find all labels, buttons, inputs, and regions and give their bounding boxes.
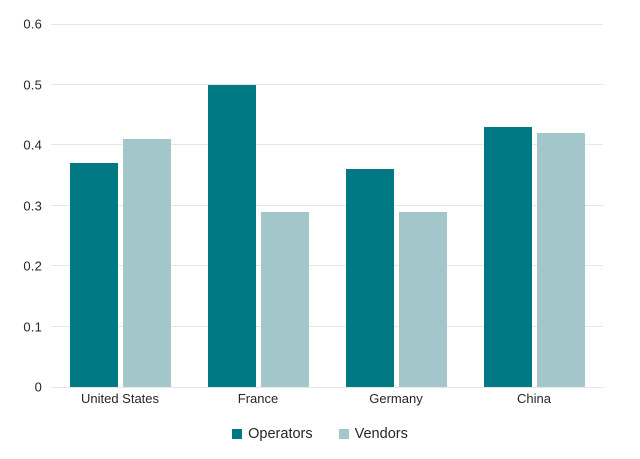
y-axis-tick-label: 0.5 xyxy=(23,77,42,92)
plot-area xyxy=(51,23,603,388)
gridline xyxy=(51,265,603,267)
bar-group-united-states xyxy=(51,24,189,387)
legend-label: Operators xyxy=(248,426,313,442)
bar-groups xyxy=(51,24,603,387)
y-axis-tick-label: 0 xyxy=(34,379,42,395)
legend-item-vendors: Vendors xyxy=(338,426,408,442)
x-axis-category-label: United States xyxy=(80,391,160,406)
bar-vendors-france xyxy=(260,211,309,387)
bar-operators-china xyxy=(483,126,532,387)
bar-operators-united-states xyxy=(69,163,118,387)
legend-swatch-icon xyxy=(232,429,243,439)
bar-vendors-united-states xyxy=(122,138,171,387)
y-axis-tick-label: 0.6 xyxy=(23,16,42,32)
bar-group-china xyxy=(465,24,603,387)
y-axis-tick-label: 0.2 xyxy=(23,258,42,274)
bar-group-germany xyxy=(327,24,465,387)
x-axis-category-label: China xyxy=(517,391,551,406)
gridline xyxy=(51,205,603,206)
gridline xyxy=(51,326,603,327)
bar-operators-france xyxy=(207,84,256,387)
bar-group-france xyxy=(189,24,327,387)
legend-swatch-icon xyxy=(338,429,349,439)
x-axis-category-label: France xyxy=(237,391,279,406)
legend: Operators Vendors xyxy=(0,426,640,442)
bar-vendors-china xyxy=(536,132,585,387)
y-axis-tick-label: 0.4 xyxy=(23,137,42,153)
y-axis-tick-label: 0.3 xyxy=(23,198,42,213)
y-axis: 0 0.1 0.2 0.3 0.4 0.5 0.6 xyxy=(0,17,42,395)
gridline xyxy=(51,386,603,388)
x-axis: United States France Germany China xyxy=(51,391,603,406)
legend-item-operators: Operators xyxy=(232,426,313,442)
x-axis-category-label: Germany xyxy=(369,391,423,406)
y-axis-tick-label: 0.1 xyxy=(23,319,42,334)
gridline xyxy=(51,23,603,25)
bar-operators-germany xyxy=(345,169,394,387)
bar-vendors-germany xyxy=(398,211,447,387)
gridline xyxy=(51,144,603,146)
legend-label: Vendors xyxy=(354,426,408,442)
gridline xyxy=(51,83,603,85)
